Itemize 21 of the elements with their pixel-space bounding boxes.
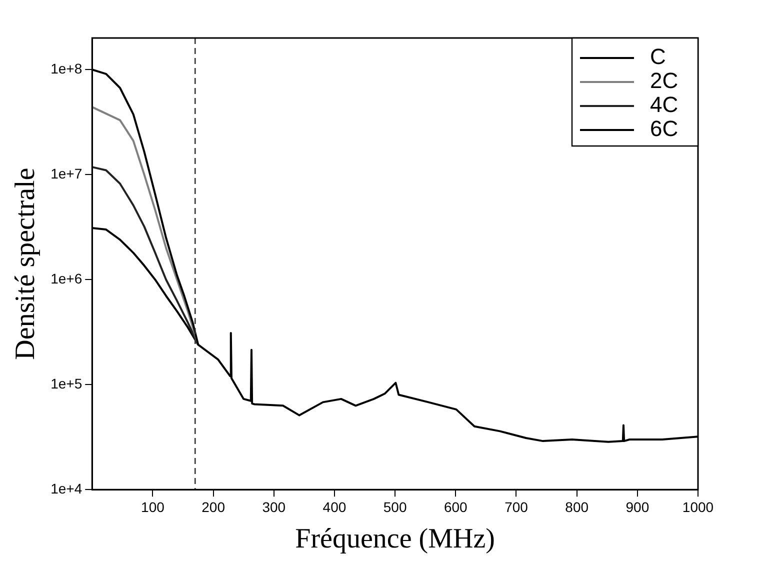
y-tick-label: 1e+8	[50, 60, 82, 76]
y-tick-label: 1e+5	[50, 375, 82, 392]
x-tick-label: 100	[141, 498, 165, 515]
x-axis-title: Fréquence (MHz)	[295, 524, 495, 555]
x-tick-label: 900	[626, 498, 650, 515]
x-tick-label: 200	[202, 498, 226, 515]
x-tick-label: 600	[444, 498, 468, 515]
y-axis-title: Densité spectrale	[10, 168, 42, 360]
y-tick-label: 1e+4	[50, 480, 82, 496]
x-tick-label: 1000	[682, 498, 714, 515]
x-tick-label: 700	[504, 498, 528, 515]
legend-label: 4C	[650, 92, 678, 118]
legend-label: 2C	[650, 68, 678, 94]
legend-label: 6C	[650, 116, 678, 142]
x-tick-label: 400	[322, 498, 346, 515]
x-tick-label: 500	[383, 498, 407, 515]
x-tick-label: 800	[565, 498, 589, 515]
y-tick-label: 1e+7	[50, 165, 82, 182]
y-tick-label: 1e+6	[50, 270, 82, 286]
x-tick-label: 300	[262, 498, 286, 515]
legend-label: C	[650, 44, 666, 70]
